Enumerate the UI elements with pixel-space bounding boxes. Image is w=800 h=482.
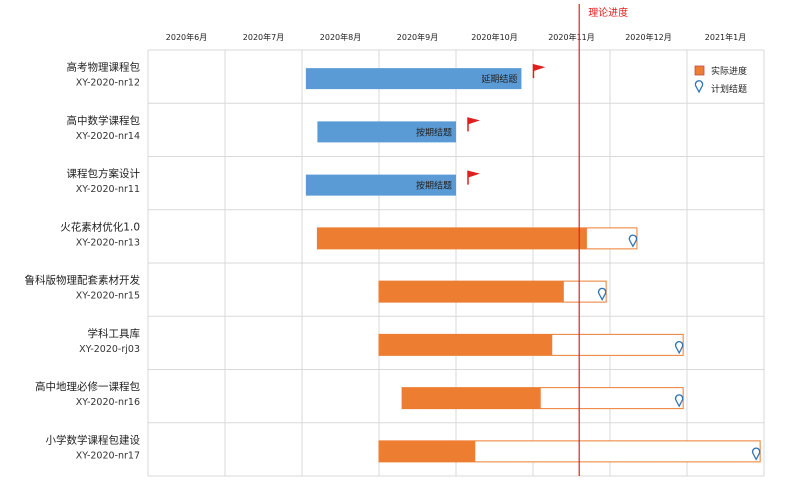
task-row: 学科工具库 XY-2020-rj03	[79, 327, 684, 356]
task-code: XY-2020-nr14	[76, 131, 140, 142]
task-name: 小学数学课程包建设	[46, 433, 141, 446]
status-label: 延期结题	[481, 73, 517, 85]
x-axis-ticks: 2020年6月 2020年7月 2020年8月 2020年9月 2020年10月 2020…	[166, 32, 746, 42]
plan-end-marker-icon	[751, 447, 761, 461]
task-code: XY-2020-nr17	[76, 450, 140, 461]
task-name: 高中数学课程包	[67, 114, 141, 127]
task-name: 火花素材优化1.0	[60, 220, 140, 233]
actual-progress-bar	[379, 440, 476, 462]
actual-progress-bar	[317, 227, 587, 249]
legend-plan-label: 计划结题	[711, 83, 747, 95]
plan-end-marker-icon	[694, 80, 704, 94]
pin-shape	[674, 340, 684, 355]
task-row: 高考物理课程包 XY-2020-nr12 延期结题	[67, 61, 546, 90]
reference-line-group: 理论进度	[578, 4, 628, 476]
actual-progress-bar	[402, 387, 541, 409]
task-row: 鲁科版物理配套素材开发 XY-2020-nr15	[25, 274, 607, 303]
actual-progress-bar	[305, 174, 456, 196]
legend-actual-label: 实际进度	[711, 65, 747, 77]
task-code: XY-2020-nr12	[76, 78, 140, 89]
task-name: 鲁科版物理配套素材开发	[25, 274, 141, 287]
pin-shape	[628, 234, 638, 248]
pin-shape	[694, 80, 704, 94]
task-row: 课程包方案设计 XY-2020-nr11 按期结题	[67, 167, 480, 196]
task-name: 高中地理必修一课程包	[35, 380, 140, 393]
pin-shape	[751, 447, 761, 461]
x-tick-label: 2020年10月	[471, 32, 518, 42]
flag-icon	[532, 64, 546, 79]
task-row: 小学数学课程包建设 XY-2020-nr17	[46, 433, 761, 463]
task-name: 课程包方案设计	[67, 167, 141, 180]
x-tick-label: 2020年6月	[166, 32, 207, 42]
pin-shape	[597, 287, 607, 302]
flag-cloth	[468, 117, 480, 125]
legend-actual-swatch	[694, 65, 705, 76]
task-row: 高中数学课程包 XY-2020-nr14 按期结题	[67, 114, 480, 143]
x-tick-label: 2020年7月	[243, 32, 284, 42]
x-tick-label: 2020年9月	[397, 32, 438, 42]
plan-end-marker-icon	[597, 287, 607, 302]
plan-end-marker-icon	[674, 394, 684, 408]
x-tick-label: 2020年12月	[625, 32, 672, 42]
actual-progress-bar	[305, 68, 522, 90]
x-tick-label: 2020年8月	[320, 32, 361, 42]
plan-end-marker-icon	[628, 234, 638, 248]
status-label: 按期结题	[416, 180, 452, 192]
flag-cloth	[533, 64, 546, 72]
task-code: XY-2020-nr13	[76, 237, 140, 248]
task-code: XY-2020-nr11	[76, 184, 140, 195]
task-code: XY-2020-nr15	[76, 291, 140, 302]
actual-progress-bar	[379, 334, 553, 356]
plan-end-marker-icon	[674, 340, 684, 355]
flag-cloth	[468, 170, 480, 178]
pin-shape	[674, 394, 684, 408]
task-row: 火花素材优化1.0 XY-2020-nr13	[60, 220, 638, 250]
task-code: XY-2020-nr16	[76, 397, 140, 408]
grid	[147, 49, 765, 477]
reference-line-label: 理论进度	[588, 6, 628, 19]
task-name: 学科工具库	[88, 327, 141, 340]
actual-progress-bar	[317, 121, 456, 143]
flag-icon	[467, 170, 480, 185]
actual-progress-bar	[379, 281, 564, 303]
flag-icon	[467, 117, 480, 132]
task-code: XY-2020-rj03	[79, 344, 140, 355]
task-name: 高考物理课程包	[67, 61, 141, 74]
status-label: 按期结题	[416, 126, 452, 138]
x-tick-label: 2020年11月	[548, 32, 595, 42]
task-row: 高中地理必修一课程包 XY-2020-nr16	[35, 380, 684, 410]
x-tick-label: 2021年1月	[705, 32, 746, 42]
